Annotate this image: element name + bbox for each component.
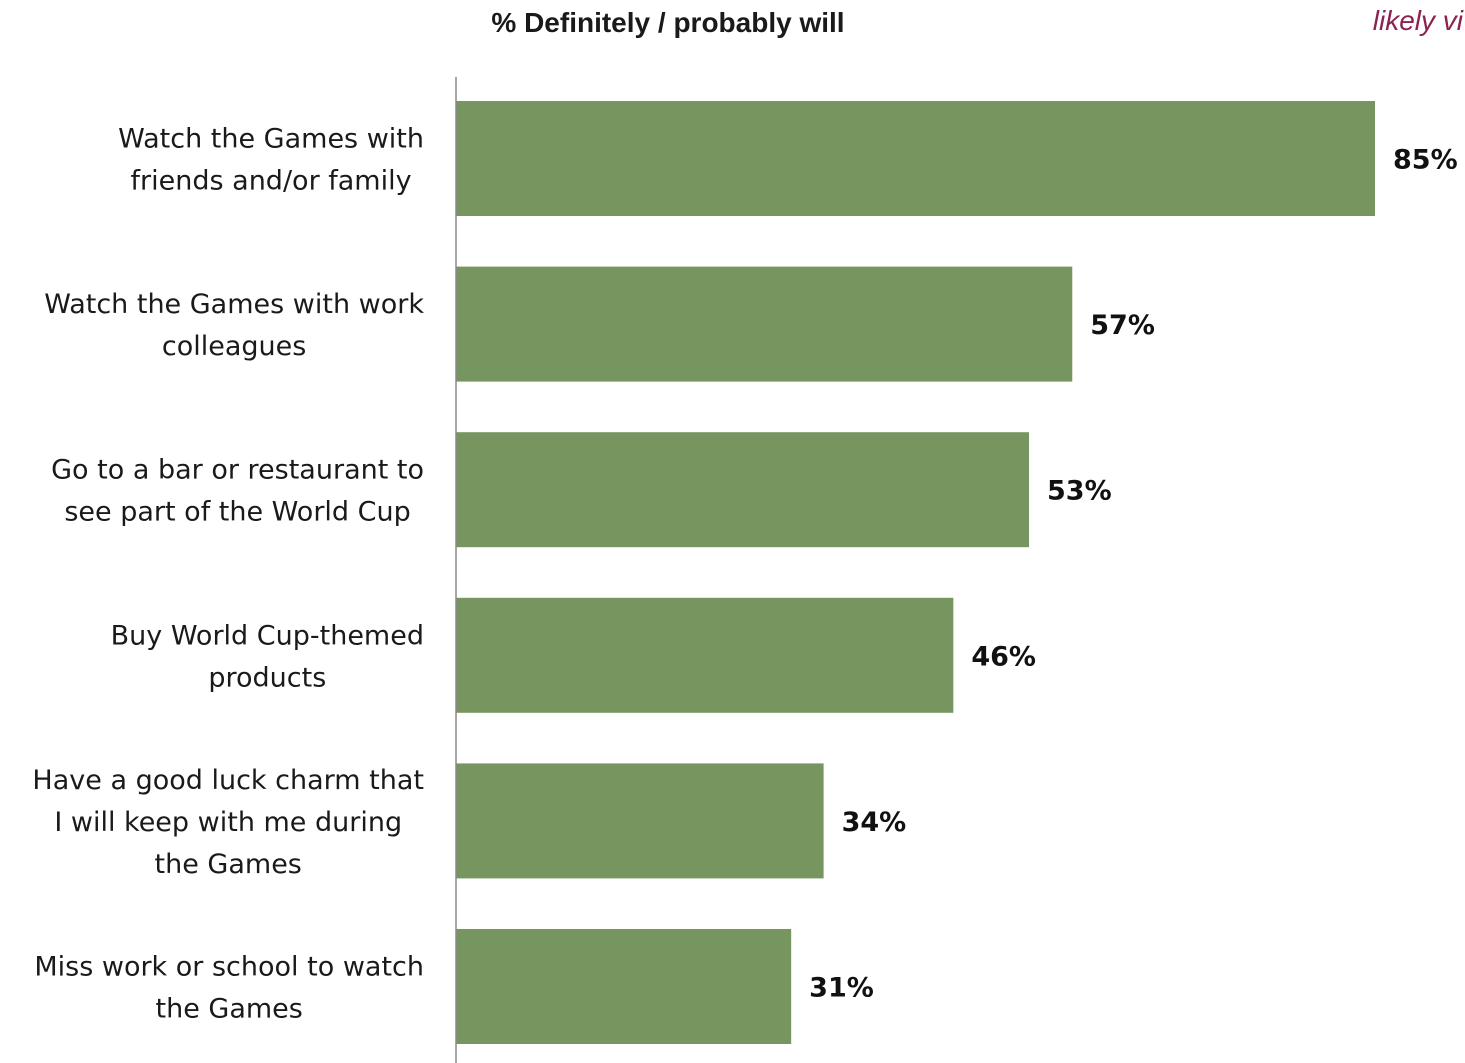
category-label-line: Have a good luck charm that [32,765,424,796]
category-label-6: Miss work or school to watch the Games [34,952,424,1025]
bars-layer [456,101,1375,1044]
category-label-line: the Games [156,994,303,1025]
category-label-line: colleagues [162,331,306,362]
category-label-line: the Games [155,849,302,880]
value-labels-layer: 85% 57% 53% 46% 34% 31% [809,145,1457,1004]
category-label-line: Watch the Games with [118,124,424,155]
category-label-line: Go to a bar or restaurant to [51,455,424,486]
value-label-2: 57% [1090,310,1155,341]
chart-title: % Definitely / probably will [491,7,844,38]
category-label-line: Watch the Games with work [44,289,424,320]
value-label-5: 34% [842,807,907,838]
bar-5 [456,763,824,879]
bar-4 [456,597,954,713]
category-label-line: see part of the World Cup [64,497,410,528]
bar-2 [456,266,1073,382]
bar-6 [456,929,792,1044]
corner-note: likely vi [1373,5,1464,36]
value-label-3: 53% [1047,476,1112,507]
category-label-3: Go to a bar or restaurant to see part of … [51,455,424,528]
bar-1 [456,101,1375,216]
category-label-line: Miss work or school to watch [34,952,424,983]
category-label-line: products [208,662,326,693]
category-label-line: I will keep with me during [54,807,402,838]
category-label-4: Buy World Cup-themed products [111,620,424,693]
category-label-5: Have a good luck charm that I will keep w… [32,765,424,880]
category-label-2: Watch the Games with work colleagues [44,289,424,362]
category-label-1: Watch the Games with friends and/or famil… [118,124,424,197]
value-label-4: 46% [971,641,1036,672]
value-label-1: 85% [1393,145,1458,176]
value-label-6: 31% [809,973,874,1004]
category-label-line: Buy World Cup-themed [111,620,424,651]
category-labels-layer: Watch the Games with friends and/or famil… [32,124,424,1025]
category-label-line: friends and/or family [131,166,412,197]
bar-3 [456,432,1030,548]
